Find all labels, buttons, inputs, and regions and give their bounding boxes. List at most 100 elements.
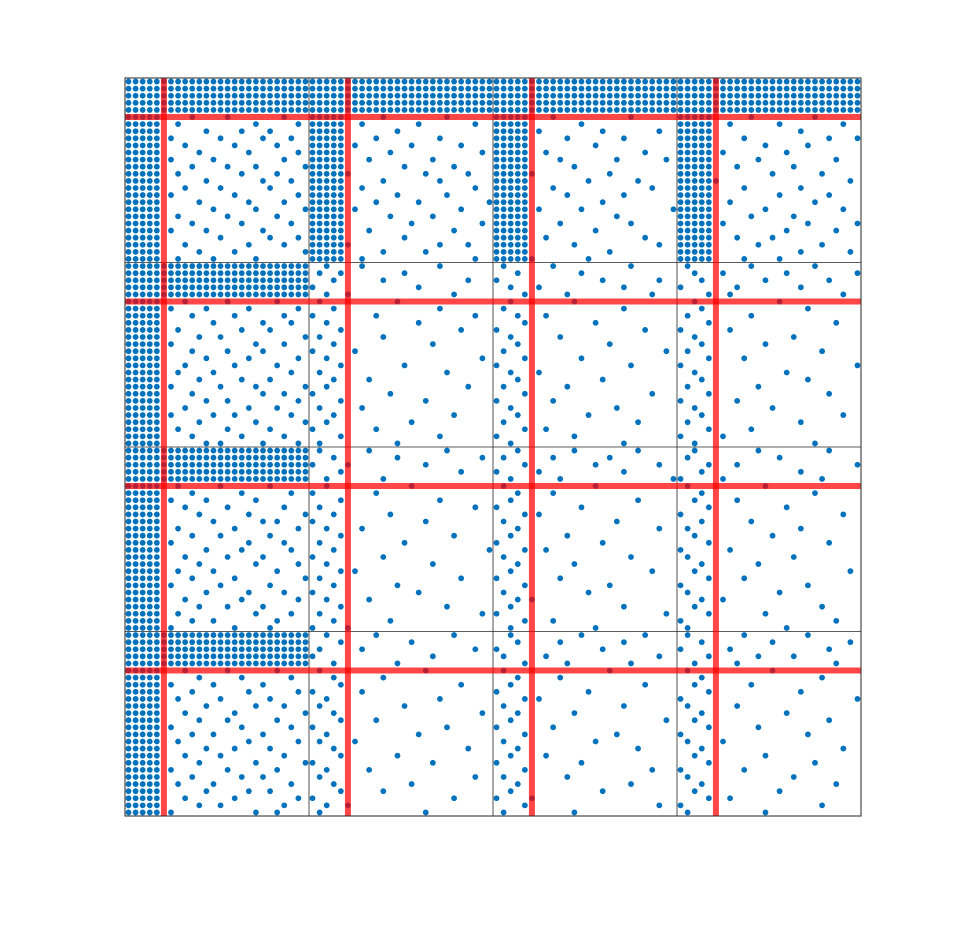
nonzero-dot: [691, 660, 698, 667]
nonzero-dot: [521, 149, 528, 156]
nonzero-dot: [684, 589, 691, 596]
nonzero-dot: [281, 270, 288, 277]
nonzero-dot: [153, 369, 160, 376]
nonzero-dot: [210, 99, 217, 106]
nonzero-dot: [352, 348, 358, 355]
nonzero-dot: [684, 419, 691, 426]
nonzero-dot: [153, 78, 160, 85]
nonzero-dot: [578, 99, 585, 106]
nonzero-dot: [189, 660, 196, 667]
nonzero-dot: [288, 284, 295, 291]
nonzero-dot: [316, 646, 323, 653]
nonzero-dot: [238, 490, 245, 497]
nonzero-dot: [599, 199, 606, 206]
nonzero-dot: [380, 554, 387, 560]
nonzero-dot: [366, 227, 373, 234]
nonzero-dot: [132, 270, 139, 277]
nonzero-dot: [125, 319, 132, 326]
nonzero-dot: [543, 78, 549, 85]
nonzero-dot: [819, 674, 825, 681]
nonzero-dot: [352, 738, 358, 745]
nonzero-dot: [168, 284, 174, 291]
nonzero-dot: [132, 504, 139, 511]
nonzero-dot: [253, 92, 259, 99]
nonzero-dot: [267, 532, 273, 539]
nonzero-dot: [182, 646, 189, 653]
nonzero-dot: [189, 532, 196, 539]
nonzero-dot: [387, 149, 394, 156]
nonzero-dot: [486, 92, 493, 99]
nonzero-dot: [146, 135, 153, 142]
nonzero-dot: [168, 766, 174, 773]
nonzero-dot: [500, 121, 507, 128]
nonzero-dot: [146, 596, 153, 603]
nonzero-dot: [337, 270, 344, 277]
nonzero-dot: [557, 334, 564, 340]
nonzero-dot: [302, 468, 309, 475]
nonzero-dot: [153, 270, 160, 277]
nonzero-dot: [288, 490, 295, 497]
nonzero-dot: [663, 78, 670, 85]
nonzero-dot: [274, 660, 281, 667]
nonzero-dot: [146, 369, 153, 376]
nonzero-dot: [309, 206, 316, 213]
nonzero-dot: [337, 99, 344, 106]
nonzero-dot: [514, 561, 521, 567]
nonzero-dot: [210, 568, 217, 575]
nonzero-dot: [125, 284, 132, 291]
nonzero-dot: [705, 107, 712, 113]
nonzero-dot: [521, 582, 528, 589]
nonzero-dot: [217, 107, 224, 113]
nonzero-dot: [458, 142, 465, 149]
nonzero-dot: [323, 156, 330, 163]
nonzero-dot: [139, 227, 146, 234]
nonzero-dot: [458, 99, 465, 106]
nonzero-dot: [132, 405, 139, 411]
nonzero-dot: [691, 497, 698, 504]
nonzero-dot: [493, 397, 500, 404]
nonzero-dot: [146, 511, 153, 518]
nonzero-dot: [493, 795, 500, 802]
nonzero-dot: [684, 78, 691, 85]
nonzero-dot: [182, 241, 189, 248]
nonzero-dot: [797, 107, 804, 113]
nonzero-dot: [245, 632, 252, 638]
nonzero-dot: [316, 99, 323, 106]
nonzero-dot: [168, 341, 174, 348]
nonzero-dot: [125, 170, 132, 177]
nonzero-dot: [153, 199, 160, 206]
nonzero-dot: [153, 759, 160, 766]
nonzero-dot: [684, 92, 691, 99]
nonzero-dot: [217, 277, 224, 284]
nonzero-dot: [253, 653, 259, 660]
nonzero-dot: [146, 468, 153, 475]
nonzero-dot: [210, 270, 217, 277]
nonzero-dot: [691, 99, 698, 106]
nonzero-dot: [139, 78, 146, 85]
nonzero-dot: [253, 107, 259, 113]
nonzero-dot: [146, 213, 153, 220]
nonzero-dot: [691, 681, 698, 688]
nonzero-dot: [698, 305, 705, 312]
nonzero-dot: [500, 92, 507, 99]
nonzero-dot: [146, 646, 153, 653]
nonzero-dot: [153, 554, 160, 560]
nonzero-dot: [132, 497, 139, 504]
nonzero-dot: [465, 277, 472, 284]
nonzero-dot: [472, 312, 479, 319]
nonzero-dot: [323, 596, 330, 603]
nonzero-dot: [500, 263, 507, 269]
nonzero-dot: [153, 206, 160, 213]
nonzero-dot: [705, 92, 712, 99]
nonzero-dot: [514, 149, 521, 156]
nonzero-dot: [741, 135, 748, 142]
nonzero-dot: [295, 688, 302, 695]
nonzero-dot: [125, 163, 132, 170]
nonzero-dot: [677, 107, 684, 113]
nonzero-dot: [125, 185, 132, 191]
nonzero-dot: [451, 795, 457, 802]
nonzero-dot: [812, 92, 818, 99]
nonzero-dot: [175, 256, 181, 262]
nonzero-dot: [698, 99, 705, 106]
nonzero-dot: [776, 454, 783, 461]
